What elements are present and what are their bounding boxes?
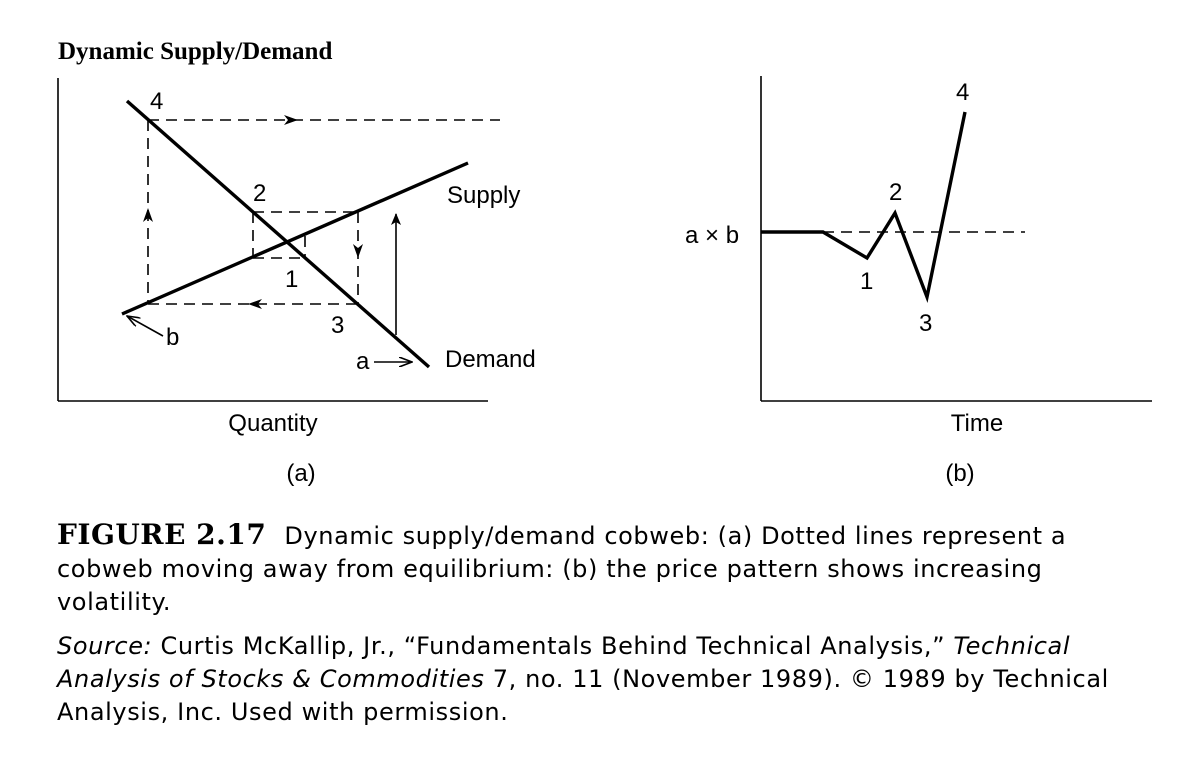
point-4-label: 4: [150, 88, 163, 115]
source-part-1: Curtis McKallip, Jr., “Fundamentals Behi…: [152, 632, 954, 660]
point-1-label: 1: [285, 266, 298, 293]
equilibrium-label: a × b: [685, 222, 739, 249]
figure-number: FIGURE 2.17: [57, 518, 267, 551]
supply-label: Supply: [447, 182, 520, 209]
figure-title: Dynamic Supply/Demand: [58, 38, 333, 65]
panel-a-label: (a): [286, 460, 315, 487]
point-2-label: 2: [253, 180, 266, 207]
cobweb-arrow-right: [284, 115, 298, 125]
supply-line: [121, 161, 469, 316]
price-path: [761, 111, 967, 304]
start-a-label: a: [356, 348, 370, 375]
cobweb-arrow-left: [248, 299, 262, 309]
cobweb-arrow-down: [353, 244, 363, 258]
b-arrow: [127, 316, 164, 337]
panel-a: 4 2 1 3 Supply Demand a b Quantity (a): [57, 78, 536, 487]
panel-b-label: (b): [945, 460, 974, 487]
demand-line: [125, 99, 431, 369]
source-lead: Source:: [57, 632, 153, 660]
panel-a-x-axis-label: Quantity: [228, 410, 317, 437]
price-point-4-label: 4: [956, 79, 969, 106]
source-note: Source: Curtis McKallip, Jr., “Fundament…: [57, 630, 1157, 729]
caption-text: Dynamic supply/demand cobweb: (a) Dotted…: [57, 522, 1067, 616]
point-3-label: 3: [331, 312, 344, 339]
price-point-3-label: 3: [919, 310, 932, 337]
start-b-label: b: [166, 324, 179, 351]
demand-label: Demand: [445, 346, 536, 373]
price-point-1-label: 1: [860, 268, 873, 295]
source-part-2: 7, no. 11 (November 1989). © 1989 by Tec…: [57, 665, 1109, 726]
cobweb-arrow-up: [143, 208, 153, 222]
panel-b: a × b 1 2 3 4 Time (b): [685, 76, 1152, 487]
figure-caption: FIGURE 2.17 Dynamic supply/demand cobweb:…: [57, 518, 1147, 619]
source-journal: Technical Analysis of Stocks & Commoditi…: [57, 632, 1071, 693]
panel-b-x-axis-label: Time: [951, 410, 1003, 437]
price-point-2-label: 2: [889, 179, 902, 206]
